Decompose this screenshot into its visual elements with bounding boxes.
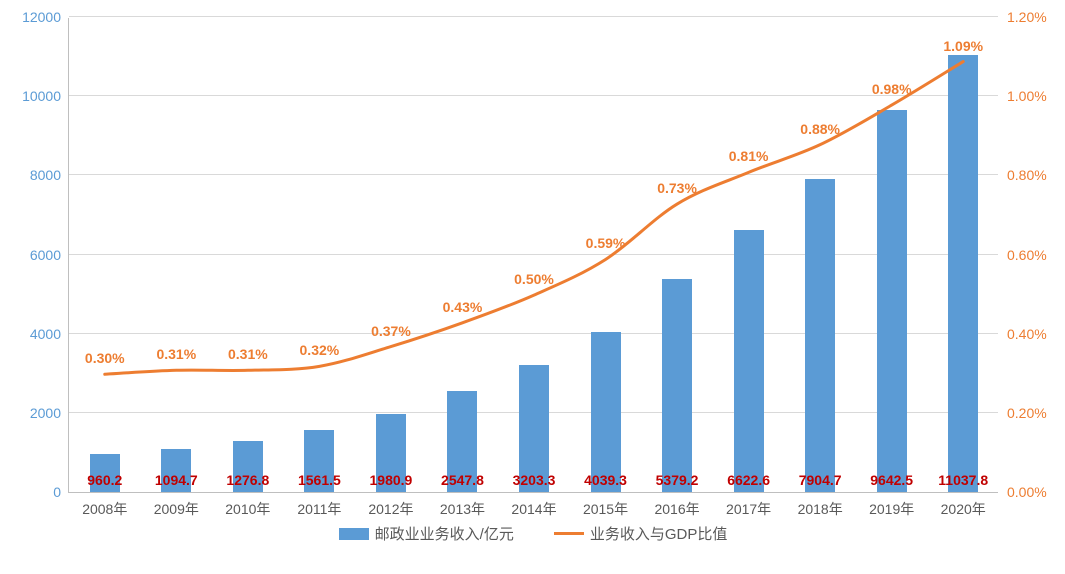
legend: 邮政业业务收入/亿元 业务收入与GDP比值: [68, 523, 998, 544]
y-right-tick: 0.40%: [1007, 326, 1047, 342]
line-value-label: 0.43%: [443, 299, 483, 315]
line-value-label: 0.81%: [729, 148, 769, 164]
line-series: [69, 18, 999, 493]
y-left-tick: 6000: [30, 247, 61, 263]
line-value-label: 0.37%: [371, 323, 411, 339]
x-tick-label: 2008年: [82, 499, 127, 519]
gridline: [69, 16, 998, 17]
x-tick-label: 2011年: [297, 499, 341, 519]
x-tick-label: 2014年: [511, 499, 556, 519]
x-tick-label: 2018年: [798, 499, 843, 519]
line-value-label: 0.30%: [85, 350, 125, 366]
y-right-tick: 0.00%: [1007, 484, 1047, 500]
y-left-tick: 10000: [22, 88, 61, 104]
combo-chart: 0 2000 4000 6000 8000 10000 12000 0.00% 0.20% 0.4…: [8, 8, 1057, 566]
legend-label-line: 业务收入与GDP比值: [590, 523, 728, 544]
x-tick-label: 2019年: [869, 499, 914, 519]
line-value-label: 0.73%: [657, 180, 697, 196]
y-right-tick: 1.20%: [1007, 9, 1047, 25]
y-left-tick: 12000: [22, 9, 61, 25]
y-left-tick: 0: [53, 484, 61, 500]
line-value-label: 0.88%: [800, 121, 840, 137]
legend-item-line: 业务收入与GDP比值: [554, 523, 728, 544]
legend-swatch-line: [554, 532, 584, 535]
y-left-tick: 8000: [30, 167, 61, 183]
y-right-tick: 0.60%: [1007, 247, 1047, 263]
y-left-tick: 2000: [30, 405, 61, 421]
x-tick-label: 2015年: [583, 499, 628, 519]
y-right-tick: 1.00%: [1007, 88, 1047, 104]
line-value-label: 0.59%: [586, 235, 626, 251]
x-tick-label: 2016年: [654, 499, 699, 519]
x-tick-label: 2010年: [225, 499, 270, 519]
x-tick-label: 2012年: [368, 499, 413, 519]
line-value-label: 0.98%: [872, 81, 912, 97]
y-left-tick: 4000: [30, 326, 61, 342]
line-value-label: 0.50%: [514, 271, 554, 287]
line-value-label: 0.31%: [228, 346, 268, 362]
y-right-tick: 0.20%: [1007, 405, 1047, 421]
x-tick-label: 2013年: [440, 499, 485, 519]
legend-swatch-bar: [339, 528, 369, 540]
x-tick-label: 2017年: [726, 499, 771, 519]
y-right-tick: 0.80%: [1007, 167, 1047, 183]
legend-label-bars: 邮政业业务收入/亿元: [375, 523, 514, 544]
legend-item-bars: 邮政业业务收入/亿元: [339, 523, 514, 544]
line-value-label: 1.09%: [943, 38, 983, 54]
x-tick-label: 2020年: [941, 499, 986, 519]
x-tick-label: 2009年: [154, 499, 199, 519]
line-value-label: 0.31%: [156, 346, 196, 362]
plot-area: 0200040006000800010000120000.00%0.20%0.4…: [68, 18, 998, 493]
line-value-label: 0.32%: [300, 342, 340, 358]
